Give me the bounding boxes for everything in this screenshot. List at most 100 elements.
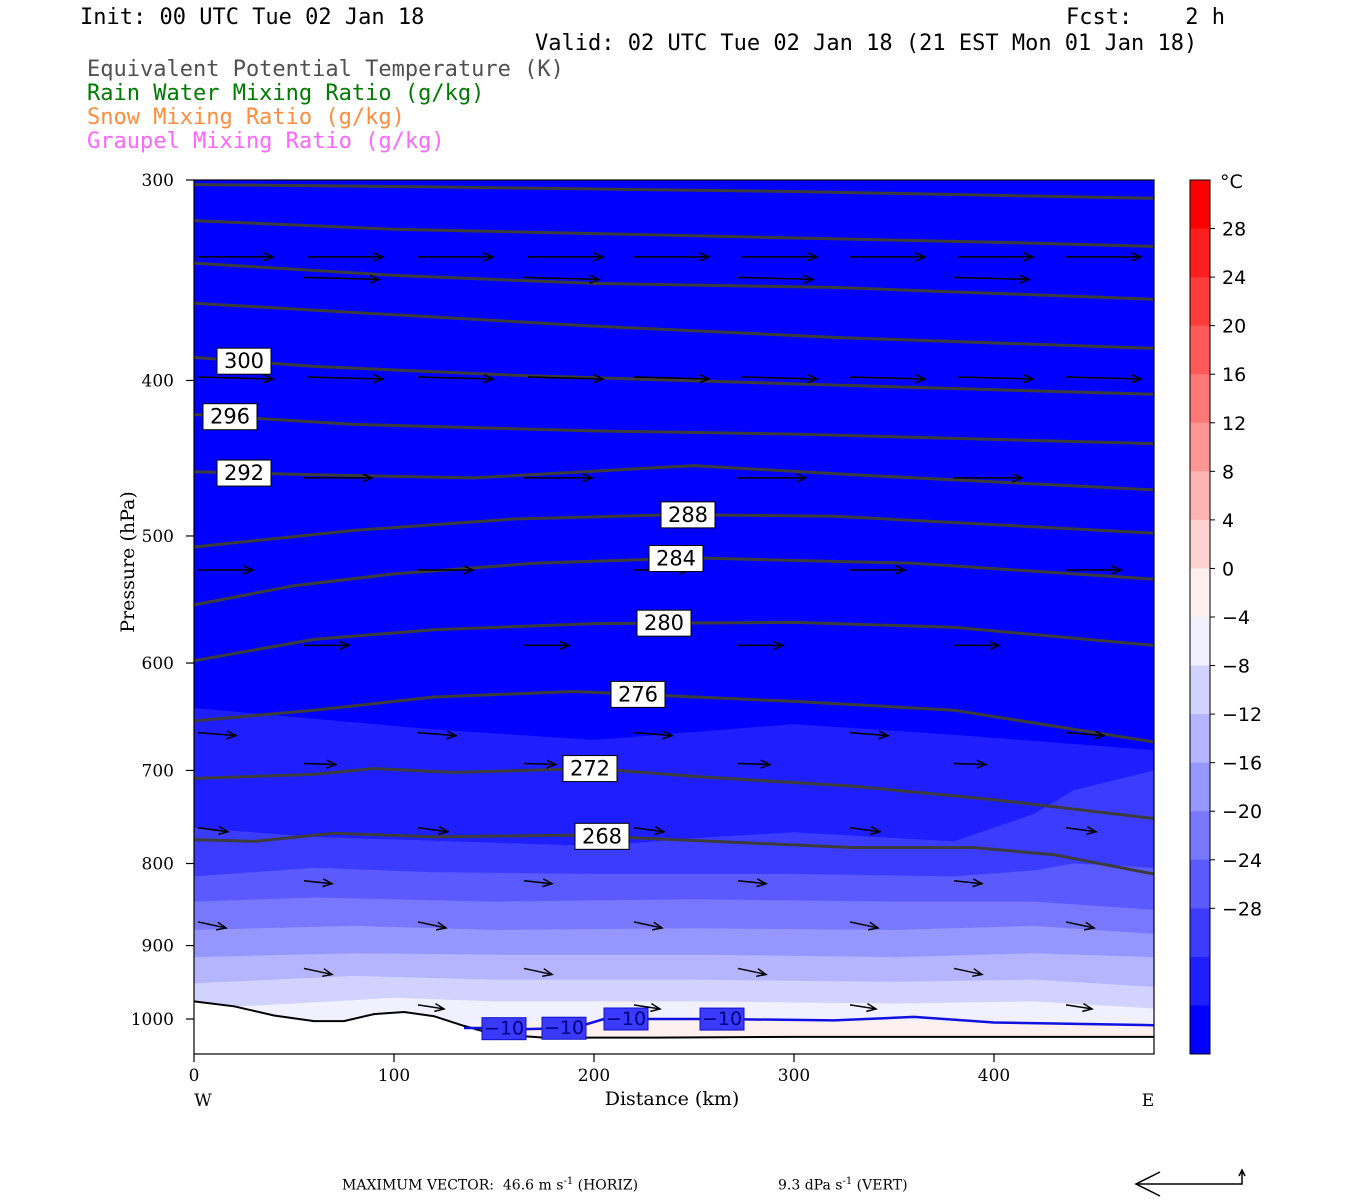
wind-vector-head (878, 730, 890, 740)
wind-vector (1065, 921, 1095, 929)
wind-vector-head (373, 374, 385, 384)
theta-e-label-box (574, 822, 630, 850)
theta-e-label-box (202, 403, 258, 431)
wind-vector-head (226, 730, 238, 740)
wind-vector-head (369, 274, 381, 284)
theta-e-label: 272 (570, 757, 610, 781)
theta-e-label: 288 (668, 503, 708, 527)
wind-vectors (197, 252, 1143, 1013)
horiz-suffix: (HORIZ) (577, 1177, 639, 1194)
horiz-unit-exponent: -1 (563, 1176, 574, 1187)
wind-vector-head (1023, 252, 1035, 262)
wind-vector-head (373, 252, 385, 262)
theta-e-label-box (562, 755, 618, 783)
wind-vector-head (895, 565, 907, 575)
colorbar-swatch (1190, 811, 1210, 861)
colorbar-swatch (1190, 617, 1210, 667)
wind-vector-head (654, 826, 666, 836)
wind-vector-head (1086, 826, 1098, 836)
wind-vector (953, 967, 983, 976)
isotherm-label-box (603, 1007, 649, 1031)
wind-vector (849, 731, 889, 737)
wind-vector (303, 967, 333, 976)
colorbar-tick-label: −4 (1222, 607, 1250, 629)
wind-vector-head (807, 374, 819, 384)
wind-vector-head (915, 374, 927, 384)
wind-vector-head (1023, 374, 1035, 384)
wind-vector-head (699, 252, 711, 262)
wind-vector-head (339, 640, 351, 650)
colorbar-swatch (1190, 180, 1210, 230)
field-title-rain: Rain Water Mixing Ratio (g/kg) (87, 81, 485, 106)
wind-vector-head (582, 473, 594, 483)
wind-vector (953, 879, 983, 885)
wind-vector-head (807, 252, 819, 262)
field-title-graupel: Graupel Mixing Ratio (g/kg) (87, 129, 445, 154)
wind-vector (523, 879, 553, 885)
wind-vector-head (546, 759, 558, 769)
x-axis-title: Distance (km) (605, 1088, 740, 1110)
max-horiz-unit: m s (538, 1177, 564, 1194)
colorbar-swatch (1190, 568, 1210, 618)
wind-vector (849, 827, 881, 833)
theta-e-label-box (648, 545, 704, 573)
wind-vector-head (559, 640, 571, 650)
wind-vector-head (593, 374, 605, 384)
wind-vector-head (434, 1003, 446, 1013)
wind-vector-head (1082, 1003, 1094, 1013)
wind-vector-head (972, 878, 984, 888)
wind-vector-head (773, 640, 785, 650)
wind-vector-head (216, 921, 228, 931)
wind-vector-head (756, 968, 768, 978)
wind-vector (957, 376, 1034, 380)
theta-e-contour-line (193, 513, 1155, 549)
x-tick-label: 300 (778, 1066, 810, 1086)
field-title-theta-e: Equivalent Potential Temperature (K) (87, 57, 564, 82)
y-tick-label: 300 (142, 171, 174, 191)
wind-vector (1065, 1004, 1093, 1010)
y-tick-label: 1000 (131, 1010, 174, 1030)
wind-vector-head (868, 921, 880, 931)
wind-vector-head (322, 968, 334, 978)
wind-vector-head (542, 878, 554, 888)
reference-vector-vert-head (1238, 1168, 1246, 1177)
colorbar-tick-label: −28 (1222, 898, 1262, 920)
colorbar: °C 28 24 20 16 12 8 4 0 −4 −8 −12 −16 −20 −24 −28 (1189, 171, 1262, 1055)
x-tick-label: 0 (189, 1066, 200, 1086)
wind-vector (633, 376, 710, 380)
init-time: Init: 00 UTC Tue 02 Jan 18 (80, 5, 425, 30)
wind-vector (417, 376, 494, 380)
colorbar-tick-label: 0 (1222, 558, 1234, 580)
wind-vector (633, 921, 663, 929)
max-vert-value: 9.3 (778, 1177, 801, 1194)
wind-vector (197, 827, 229, 833)
max-vector-label: MAXIMUM VECTOR: (342, 1177, 494, 1194)
colorbar-swatch (1190, 277, 1210, 327)
theta-e-contour-line (193, 301, 1155, 350)
isotherm-label-box (699, 1007, 745, 1031)
wind-vector-head (263, 252, 275, 262)
isotherm-label-box (481, 1017, 527, 1041)
colorbar-swatch (1190, 908, 1210, 958)
wind-vector-head (989, 640, 1001, 650)
y-tick-label: 700 (142, 761, 174, 781)
colorbar-tick-label: 28 (1222, 219, 1246, 241)
wind-vector-head (218, 826, 230, 836)
colorbar-swatch (1190, 714, 1210, 764)
isotherm-label: −10 (606, 1008, 646, 1030)
reference-vector (1136, 1172, 1243, 1185)
wind-vector-head (699, 374, 711, 384)
wind-vector (737, 276, 814, 281)
x-tick-label: 200 (578, 1066, 610, 1086)
colorbar-swatch (1190, 1005, 1210, 1055)
wind-vector (1065, 827, 1097, 833)
theta-e-label: 296 (210, 405, 250, 429)
colorbar-swatch (1190, 519, 1210, 569)
field-title-snow: Snow Mixing Ratio (g/kg) (87, 105, 405, 130)
x-end-label-east: E (1142, 1091, 1154, 1111)
wind-vector-head (463, 565, 475, 575)
colorbar-unit: °C (1220, 171, 1243, 193)
y-tick-label: 500 (142, 527, 174, 547)
wind-vector-head (326, 759, 338, 769)
wind-vector-head (870, 826, 882, 836)
